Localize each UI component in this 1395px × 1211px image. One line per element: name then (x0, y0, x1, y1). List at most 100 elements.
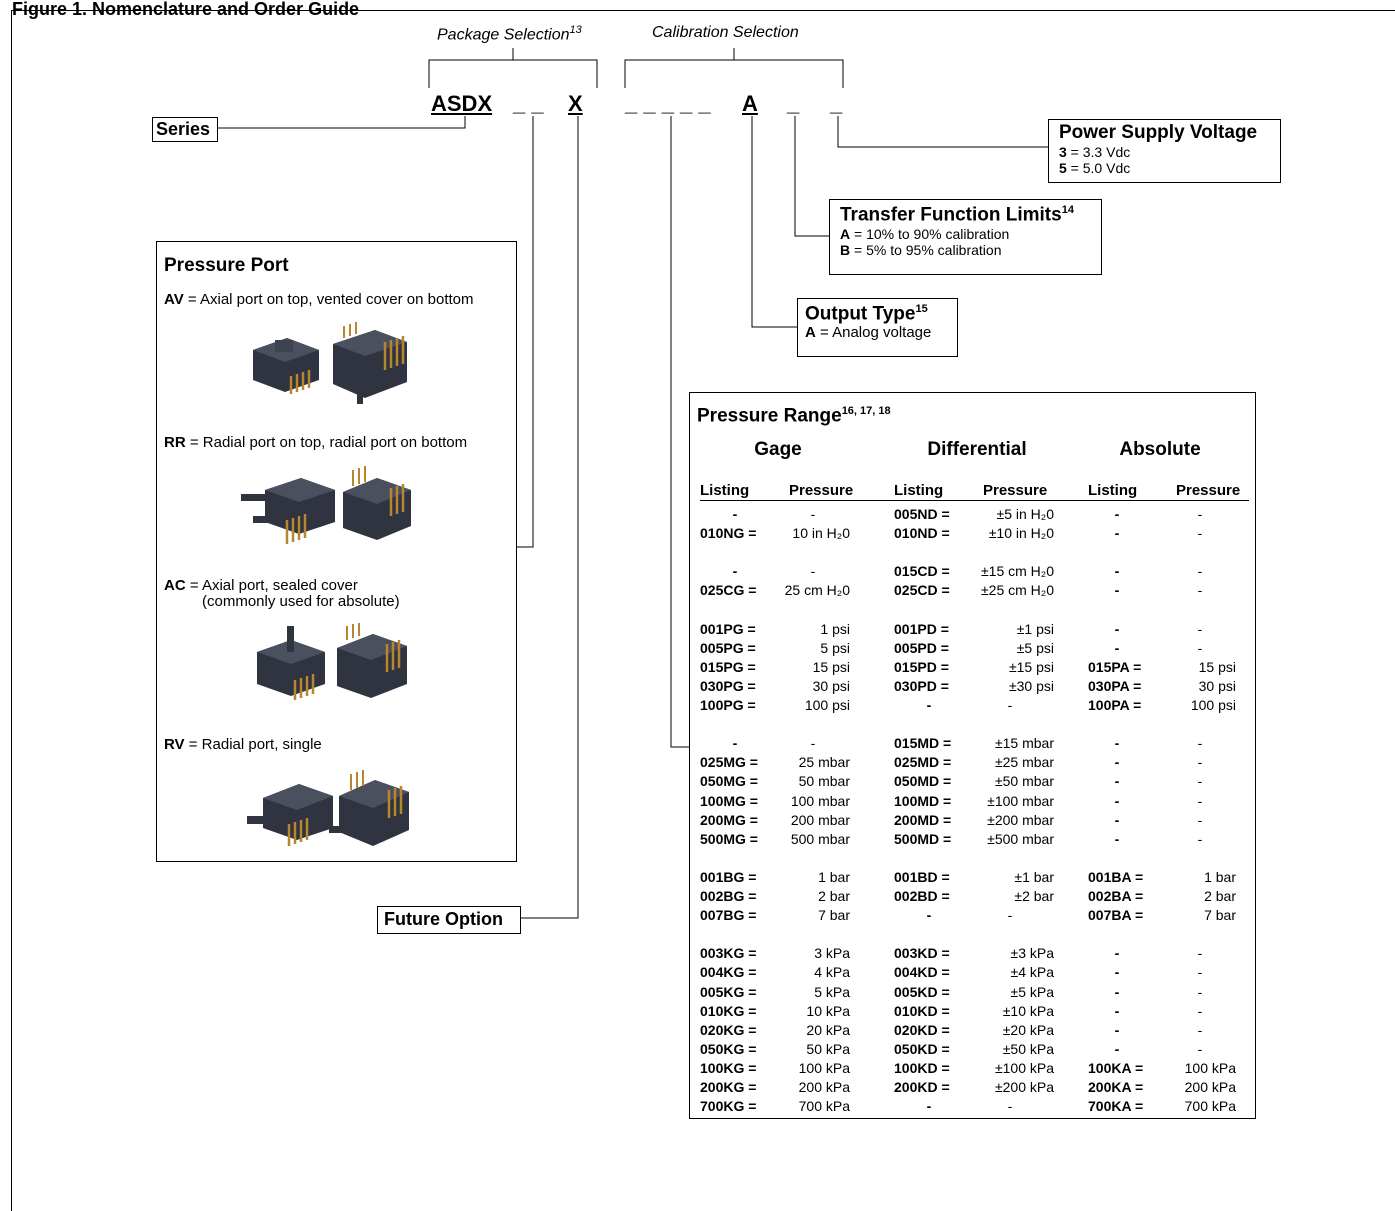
range-cell-gage-pressure: 4 kPa (814, 964, 850, 981)
range-cell-gage-listing: 030PG = (700, 677, 756, 694)
range-cell-gage-listing: 050KG = (700, 1040, 757, 1057)
range-cell-abs-pressure: - (1197, 945, 1203, 962)
range-cell-abs-pressure: - (1197, 983, 1203, 1000)
range-cell-gage-pressure: 25 mbar (798, 754, 850, 771)
range-cell-abs-listing: 100PA = (1088, 697, 1142, 713)
range-cell-gage-pressure: 700 kPa (798, 1098, 850, 1115)
range-cell-abs-pressure: - (1197, 1040, 1203, 1057)
range-cell-diff-pressure: - (1007, 1098, 1013, 1115)
range-cell-abs-listing: 015PA = (1088, 658, 1142, 675)
power-supply-title: Power Supply Voltage (1059, 122, 1258, 143)
range-cell-abs-pressure: 100 kPa (1184, 1059, 1236, 1076)
range-cell-diff-listing: 025MD = (894, 754, 952, 771)
transfer-option-b: B = 5% to 95% calibration (840, 242, 1002, 259)
range-cell-diff-listing: - (926, 907, 932, 924)
range-cell-abs-listing: - (1114, 773, 1120, 790)
range-cell-abs-pressure: 100 psi (1190, 697, 1236, 713)
range-cell-diff-pressure: ±50 mbar (994, 773, 1054, 790)
transfer-function-title: Transfer Function Limits14 (840, 204, 1074, 226)
range-cell-abs-pressure: - (1197, 830, 1203, 847)
range-cell-diff-pressure: ±50 kPa (1002, 1040, 1054, 1057)
range-cell-gage-listing: 001BG = (700, 868, 757, 885)
range-cell-abs-listing: - (1114, 525, 1120, 542)
range-cell-gage-pressure: 200 mbar (790, 811, 850, 828)
range-cell-diff-pressure: - (1007, 907, 1013, 924)
pressure-port-box: Pressure Port AV = Axial port on top, ve… (156, 241, 517, 862)
range-cell-gage-listing: 007BG = (700, 907, 757, 924)
group-gage: Gage (754, 439, 802, 460)
range-cell-gage-pressure: 100 mbar (790, 792, 850, 809)
rr-package-image (241, 466, 411, 544)
range-cell-abs-pressure: - (1197, 811, 1203, 828)
range-cell-abs-pressure: - (1197, 773, 1203, 790)
pressure-port-title: Pressure Port (164, 255, 289, 276)
range-cell-diff-pressure: ±20 kPa (1002, 1021, 1054, 1038)
range-cell-diff-pressure: ±2 bar (1014, 888, 1054, 904)
range-cell-abs-listing: - (1114, 964, 1120, 981)
range-cell-gage-listing: 003KG = (700, 945, 757, 962)
port-option-av: AV = Axial port on top, vented cover on … (164, 291, 474, 308)
rv-package-image (247, 770, 409, 846)
range-cell-abs-pressure: - (1197, 735, 1203, 752)
range-cell-diff-listing: 001BD = (894, 868, 950, 885)
range-cell-gage-pressure: 20 kPa (806, 1021, 850, 1038)
code-a: A (742, 91, 758, 116)
range-cell-diff-listing: 002BD = (894, 888, 950, 904)
output-type-box: Output Type15 A = Analog voltage (797, 298, 958, 357)
package-selection-label: Package Selection13 (437, 24, 582, 44)
range-cell-gage-listing: - (732, 735, 738, 752)
range-cell-diff-listing: 100MD = (894, 792, 952, 809)
figure-frame: Figure 1. Nomenclature and Order Guide (11, 0, 1395, 1211)
range-cell-abs-listing: - (1114, 1021, 1120, 1038)
range-cell-gage-listing: 025MG = (700, 754, 758, 771)
range-cell-gage-pressure: 1 psi (820, 620, 850, 637)
range-cell-diff-pressure: ±25 mbar (994, 754, 1054, 771)
range-cell-abs-listing: 100KA = (1088, 1059, 1144, 1076)
range-cell-gage-listing: 001PG = (700, 620, 756, 637)
range-cell-gage-listing: 010KG = (700, 1002, 757, 1019)
range-cell-gage-pressure: 50 mbar (798, 773, 850, 790)
range-cell-gage-listing: 200KG = (700, 1079, 757, 1095)
range-cell-abs-pressure: - (1197, 506, 1203, 522)
range-cell-abs-pressure: - (1197, 1002, 1203, 1019)
code-blank-transfer: _ (787, 91, 800, 116)
range-cell-gage-pressure: - (810, 735, 816, 752)
range-cell-abs-listing: - (1114, 735, 1120, 752)
range-cell-diff-listing: 004KD = (894, 964, 950, 981)
range-cell-gage-pressure: 5 kPa (814, 983, 850, 1000)
range-cell-abs-pressure: 7 bar (1204, 907, 1236, 924)
range-cell-abs-listing: - (1114, 792, 1120, 809)
range-cell-diff-listing: 010KD = (894, 1002, 950, 1019)
range-cell-abs-pressure: - (1197, 525, 1203, 542)
range-cell-gage-listing: - (732, 506, 738, 522)
range-cell-diff-pressure: ±25 cm H₂0 (980, 582, 1054, 599)
range-cell-diff-pressure: ±30 psi (1008, 677, 1054, 694)
range-cell-abs-pressure: 30 psi (1198, 677, 1236, 694)
range-cell-abs-pressure: - (1197, 620, 1203, 637)
range-cell-abs-listing: - (1114, 983, 1120, 1000)
range-cell-diff-listing: 500MD = (894, 830, 952, 847)
range-cell-diff-listing: 001PD = (894, 620, 949, 637)
figure-title: Figure 1. Nomenclature and Order Guide (12, 0, 360, 19)
av-package-image (253, 322, 407, 404)
port-option-ac: AC = Axial port, sealed cover (164, 577, 358, 594)
pressure-range-box: Pressure Range16, 17, 18 Gage Differenti… (689, 392, 1256, 1119)
range-cell-gage-listing: 005PG = (700, 639, 756, 656)
col-abs-pressure: Pressure (1176, 482, 1241, 499)
range-cell-gage-listing: 002BG = (700, 888, 757, 904)
output-type-title: Output Type15 (805, 303, 928, 325)
range-cell-abs-listing: - (1114, 563, 1120, 580)
range-cell-diff-listing: 015MD = (894, 735, 952, 752)
range-cell-gage-pressure: 100 psi (804, 697, 850, 713)
range-cell-gage-listing: 500MG = (700, 830, 758, 847)
range-cell-abs-pressure: - (1197, 563, 1203, 580)
range-cell-diff-pressure: ±500 mbar (987, 830, 1054, 847)
range-cell-diff-listing: 005PD = (894, 639, 949, 656)
range-cell-abs-pressure: 2 bar (1204, 888, 1236, 904)
range-cell-diff-listing: 003KD = (894, 945, 950, 962)
series-label: Series (156, 119, 211, 139)
range-cell-gage-pressure: - (810, 506, 816, 522)
range-cell-abs-pressure: 200 kPa (1184, 1079, 1236, 1095)
future-option-box: Future Option (377, 906, 521, 934)
range-cell-diff-pressure: ±15 mbar (994, 735, 1054, 752)
